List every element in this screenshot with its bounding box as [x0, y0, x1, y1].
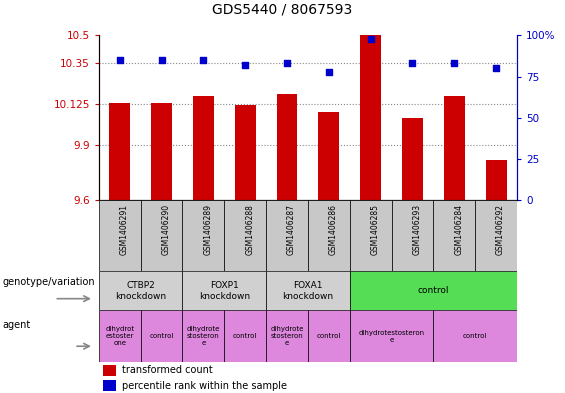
- Point: [199, 57, 208, 63]
- Point: [324, 68, 333, 75]
- Point: [115, 57, 124, 63]
- Text: agent: agent: [3, 320, 31, 330]
- Text: GSM1406287: GSM1406287: [287, 204, 296, 255]
- Bar: [308, 310, 350, 362]
- Text: FOXP1
knockdown: FOXP1 knockdown: [199, 281, 250, 301]
- Bar: [99, 271, 182, 310]
- Text: dihydrotestosteron
e: dihydrotestosteron e: [358, 329, 425, 343]
- Bar: [182, 200, 224, 271]
- Text: GSM1406288: GSM1406288: [245, 204, 254, 255]
- Point: [241, 62, 250, 68]
- Bar: [319, 112, 339, 200]
- Bar: [141, 310, 182, 362]
- Text: GSM1406284: GSM1406284: [454, 204, 463, 255]
- Text: GSM1406291: GSM1406291: [120, 204, 129, 255]
- Text: dihydrote
stosteron
e: dihydrote stosteron e: [270, 326, 304, 346]
- Bar: [266, 310, 308, 362]
- Bar: [350, 200, 392, 271]
- Text: GSM1406290: GSM1406290: [162, 204, 171, 255]
- Bar: [266, 271, 350, 310]
- Bar: [99, 310, 141, 362]
- Text: dihydrote
stosteron
e: dihydrote stosteron e: [186, 326, 220, 346]
- Bar: [224, 200, 266, 271]
- Bar: [224, 310, 266, 362]
- Text: GSM1406289: GSM1406289: [203, 204, 212, 255]
- Bar: [103, 365, 116, 376]
- Bar: [486, 160, 507, 200]
- Point: [408, 60, 417, 66]
- Bar: [350, 310, 433, 362]
- Bar: [151, 103, 172, 200]
- Point: [450, 60, 459, 66]
- Point: [366, 35, 375, 42]
- Bar: [103, 380, 116, 391]
- Text: control: control: [149, 333, 174, 339]
- Text: percentile rank within the sample: percentile rank within the sample: [122, 381, 287, 391]
- Text: GSM1406286: GSM1406286: [329, 204, 338, 255]
- Text: control: control: [233, 333, 258, 339]
- Bar: [99, 200, 141, 271]
- Bar: [433, 310, 517, 362]
- Text: dihydrot
estoster
one: dihydrot estoster one: [105, 326, 134, 346]
- Bar: [360, 35, 381, 200]
- Bar: [402, 118, 423, 200]
- Bar: [110, 103, 131, 200]
- Bar: [193, 96, 214, 200]
- Bar: [266, 200, 308, 271]
- Bar: [182, 271, 266, 310]
- Text: CTBP2
knockdown: CTBP2 knockdown: [115, 281, 166, 301]
- Text: genotype/variation: genotype/variation: [3, 277, 95, 287]
- Bar: [141, 200, 182, 271]
- Text: transformed count: transformed count: [122, 365, 212, 375]
- Point: [157, 57, 166, 63]
- Bar: [235, 105, 255, 200]
- Text: control: control: [463, 333, 488, 339]
- Text: FOXA1
knockdown: FOXA1 knockdown: [282, 281, 333, 301]
- Point: [282, 60, 292, 66]
- Text: GSM1406292: GSM1406292: [496, 204, 505, 255]
- Bar: [433, 200, 475, 271]
- Text: control: control: [316, 333, 341, 339]
- Bar: [277, 94, 297, 200]
- Bar: [182, 310, 224, 362]
- Text: GDS5440 / 8067593: GDS5440 / 8067593: [212, 3, 353, 17]
- Bar: [392, 200, 433, 271]
- Text: control: control: [418, 286, 449, 295]
- Bar: [308, 200, 350, 271]
- Text: GSM1406285: GSM1406285: [371, 204, 380, 255]
- Bar: [350, 271, 517, 310]
- Bar: [444, 96, 464, 200]
- Bar: [475, 200, 517, 271]
- Point: [492, 65, 501, 72]
- Text: GSM1406293: GSM1406293: [412, 204, 421, 255]
